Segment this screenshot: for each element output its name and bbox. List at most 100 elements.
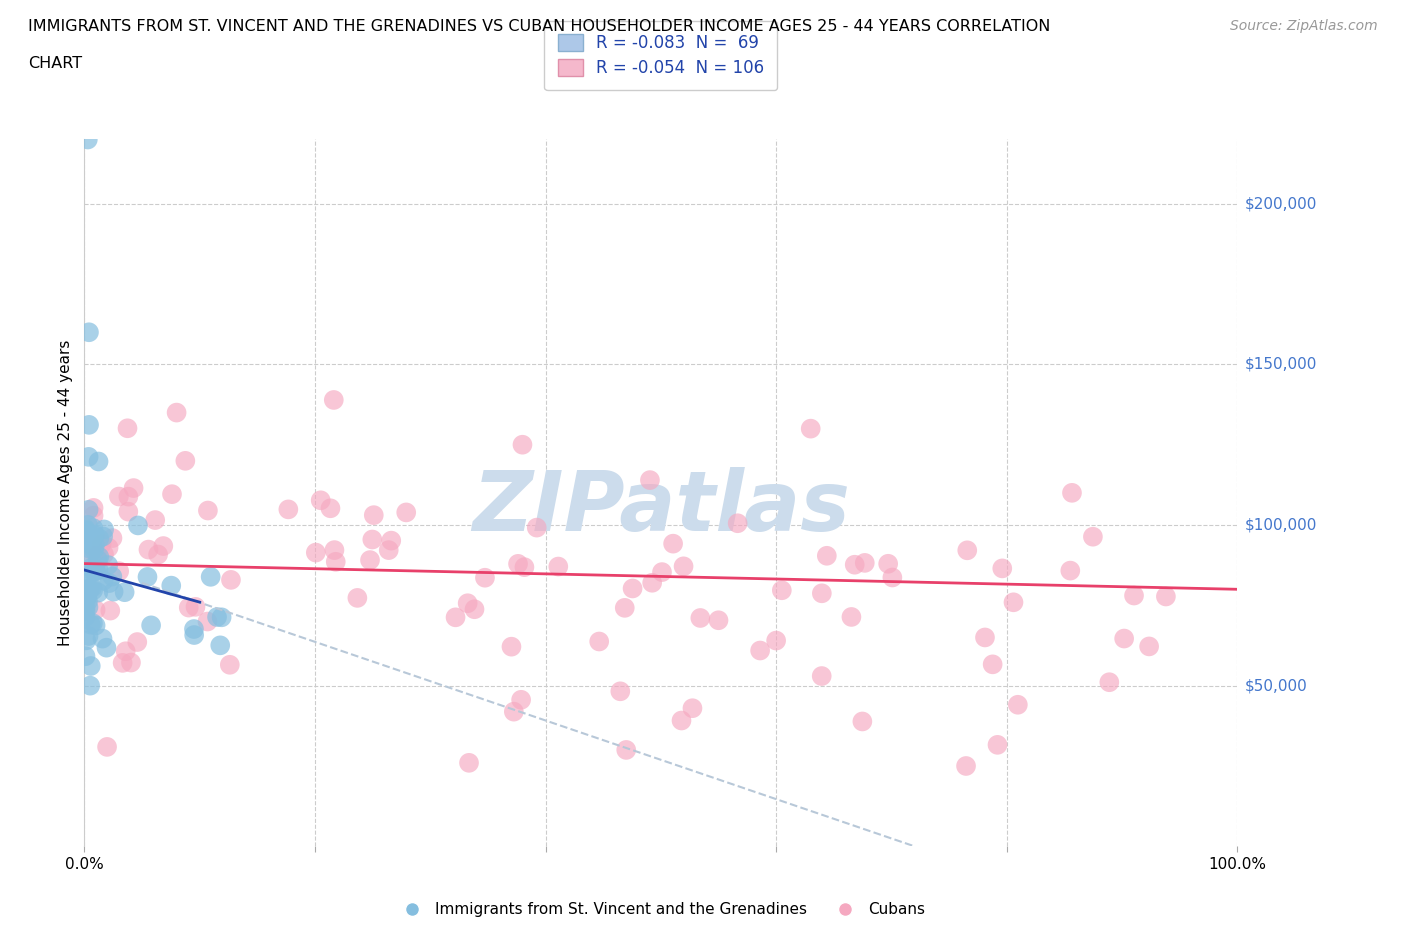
Point bbox=[79, 678, 101, 693]
Point bbox=[166, 405, 188, 420]
Point bbox=[671, 713, 693, 728]
Point bbox=[183, 628, 205, 643]
Point bbox=[93, 573, 115, 588]
Point bbox=[120, 655, 142, 670]
Point bbox=[87, 585, 110, 600]
Point bbox=[955, 759, 977, 774]
Point bbox=[609, 684, 631, 698]
Point bbox=[183, 621, 205, 636]
Point bbox=[101, 531, 124, 546]
Point bbox=[122, 481, 145, 496]
Point bbox=[127, 634, 149, 649]
Point bbox=[117, 489, 139, 504]
Point bbox=[93, 547, 115, 562]
Point bbox=[1137, 639, 1160, 654]
Point bbox=[1154, 589, 1177, 604]
Point bbox=[75, 522, 97, 537]
Point bbox=[138, 542, 160, 557]
Point bbox=[75, 633, 97, 648]
Point bbox=[956, 543, 979, 558]
Point bbox=[277, 502, 299, 517]
Point bbox=[506, 556, 529, 571]
Point bbox=[80, 530, 103, 545]
Text: $100,000: $100,000 bbox=[1244, 517, 1316, 533]
Point bbox=[662, 537, 685, 551]
Point bbox=[108, 489, 131, 504]
Legend: Immigrants from St. Vincent and the Grenadines, Cubans: Immigrants from St. Vincent and the Gren… bbox=[391, 897, 931, 923]
Text: $150,000: $150,000 bbox=[1244, 357, 1316, 372]
Point bbox=[325, 554, 347, 569]
Point bbox=[641, 576, 664, 591]
Point bbox=[80, 551, 103, 565]
Point bbox=[91, 529, 114, 544]
Point bbox=[93, 522, 115, 537]
Point bbox=[83, 549, 105, 564]
Point bbox=[346, 591, 368, 605]
Point bbox=[76, 581, 98, 596]
Point bbox=[218, 658, 240, 672]
Point bbox=[841, 609, 863, 624]
Point bbox=[75, 569, 97, 584]
Point bbox=[77, 593, 100, 608]
Point bbox=[200, 569, 222, 584]
Point bbox=[197, 503, 219, 518]
Point bbox=[82, 616, 104, 631]
Point bbox=[205, 609, 228, 624]
Point bbox=[103, 584, 125, 599]
Point bbox=[160, 578, 183, 593]
Text: IMMIGRANTS FROM ST. VINCENT AND THE GRENADINES VS CUBAN HOUSEHOLDER INCOME AGES : IMMIGRANTS FROM ST. VINCENT AND THE GREN… bbox=[28, 19, 1050, 33]
Text: Source: ZipAtlas.com: Source: ZipAtlas.com bbox=[1230, 19, 1378, 33]
Point bbox=[117, 504, 139, 519]
Point bbox=[457, 596, 479, 611]
Point bbox=[359, 552, 381, 567]
Point bbox=[84, 618, 107, 633]
Point bbox=[96, 739, 118, 754]
Point bbox=[76, 578, 98, 593]
Point bbox=[97, 558, 120, 573]
Point bbox=[80, 618, 103, 632]
Point bbox=[800, 421, 823, 436]
Point bbox=[377, 543, 399, 558]
Point bbox=[75, 600, 97, 615]
Point bbox=[82, 583, 104, 598]
Point bbox=[84, 538, 107, 552]
Point bbox=[80, 561, 103, 576]
Point bbox=[80, 658, 103, 673]
Point bbox=[986, 737, 1008, 752]
Point bbox=[209, 638, 232, 653]
Point bbox=[547, 559, 569, 574]
Point bbox=[501, 639, 523, 654]
Point bbox=[588, 634, 610, 649]
Point bbox=[322, 392, 344, 407]
Point bbox=[87, 454, 110, 469]
Point bbox=[75, 649, 97, 664]
Point bbox=[83, 527, 105, 542]
Point bbox=[991, 561, 1014, 576]
Point bbox=[87, 563, 110, 578]
Point bbox=[184, 600, 207, 615]
Point bbox=[97, 540, 120, 555]
Point bbox=[143, 512, 166, 527]
Point bbox=[80, 580, 103, 595]
Point bbox=[1123, 588, 1146, 603]
Point bbox=[1007, 698, 1029, 712]
Point bbox=[502, 704, 524, 719]
Point bbox=[152, 538, 174, 553]
Point bbox=[1081, 529, 1104, 544]
Point bbox=[117, 421, 139, 436]
Point bbox=[689, 610, 711, 625]
Point bbox=[108, 564, 131, 578]
Point bbox=[114, 644, 136, 658]
Point bbox=[77, 600, 100, 615]
Point bbox=[853, 555, 876, 570]
Point bbox=[395, 505, 418, 520]
Point bbox=[621, 581, 644, 596]
Point bbox=[89, 550, 111, 565]
Point bbox=[1114, 631, 1136, 646]
Point bbox=[363, 508, 385, 523]
Text: ZIPatlas: ZIPatlas bbox=[472, 467, 849, 548]
Y-axis label: Householder Income Ages 25 - 44 years: Householder Income Ages 25 - 44 years bbox=[58, 339, 73, 646]
Point bbox=[361, 532, 384, 547]
Text: $50,000: $50,000 bbox=[1244, 678, 1308, 693]
Point bbox=[77, 418, 100, 432]
